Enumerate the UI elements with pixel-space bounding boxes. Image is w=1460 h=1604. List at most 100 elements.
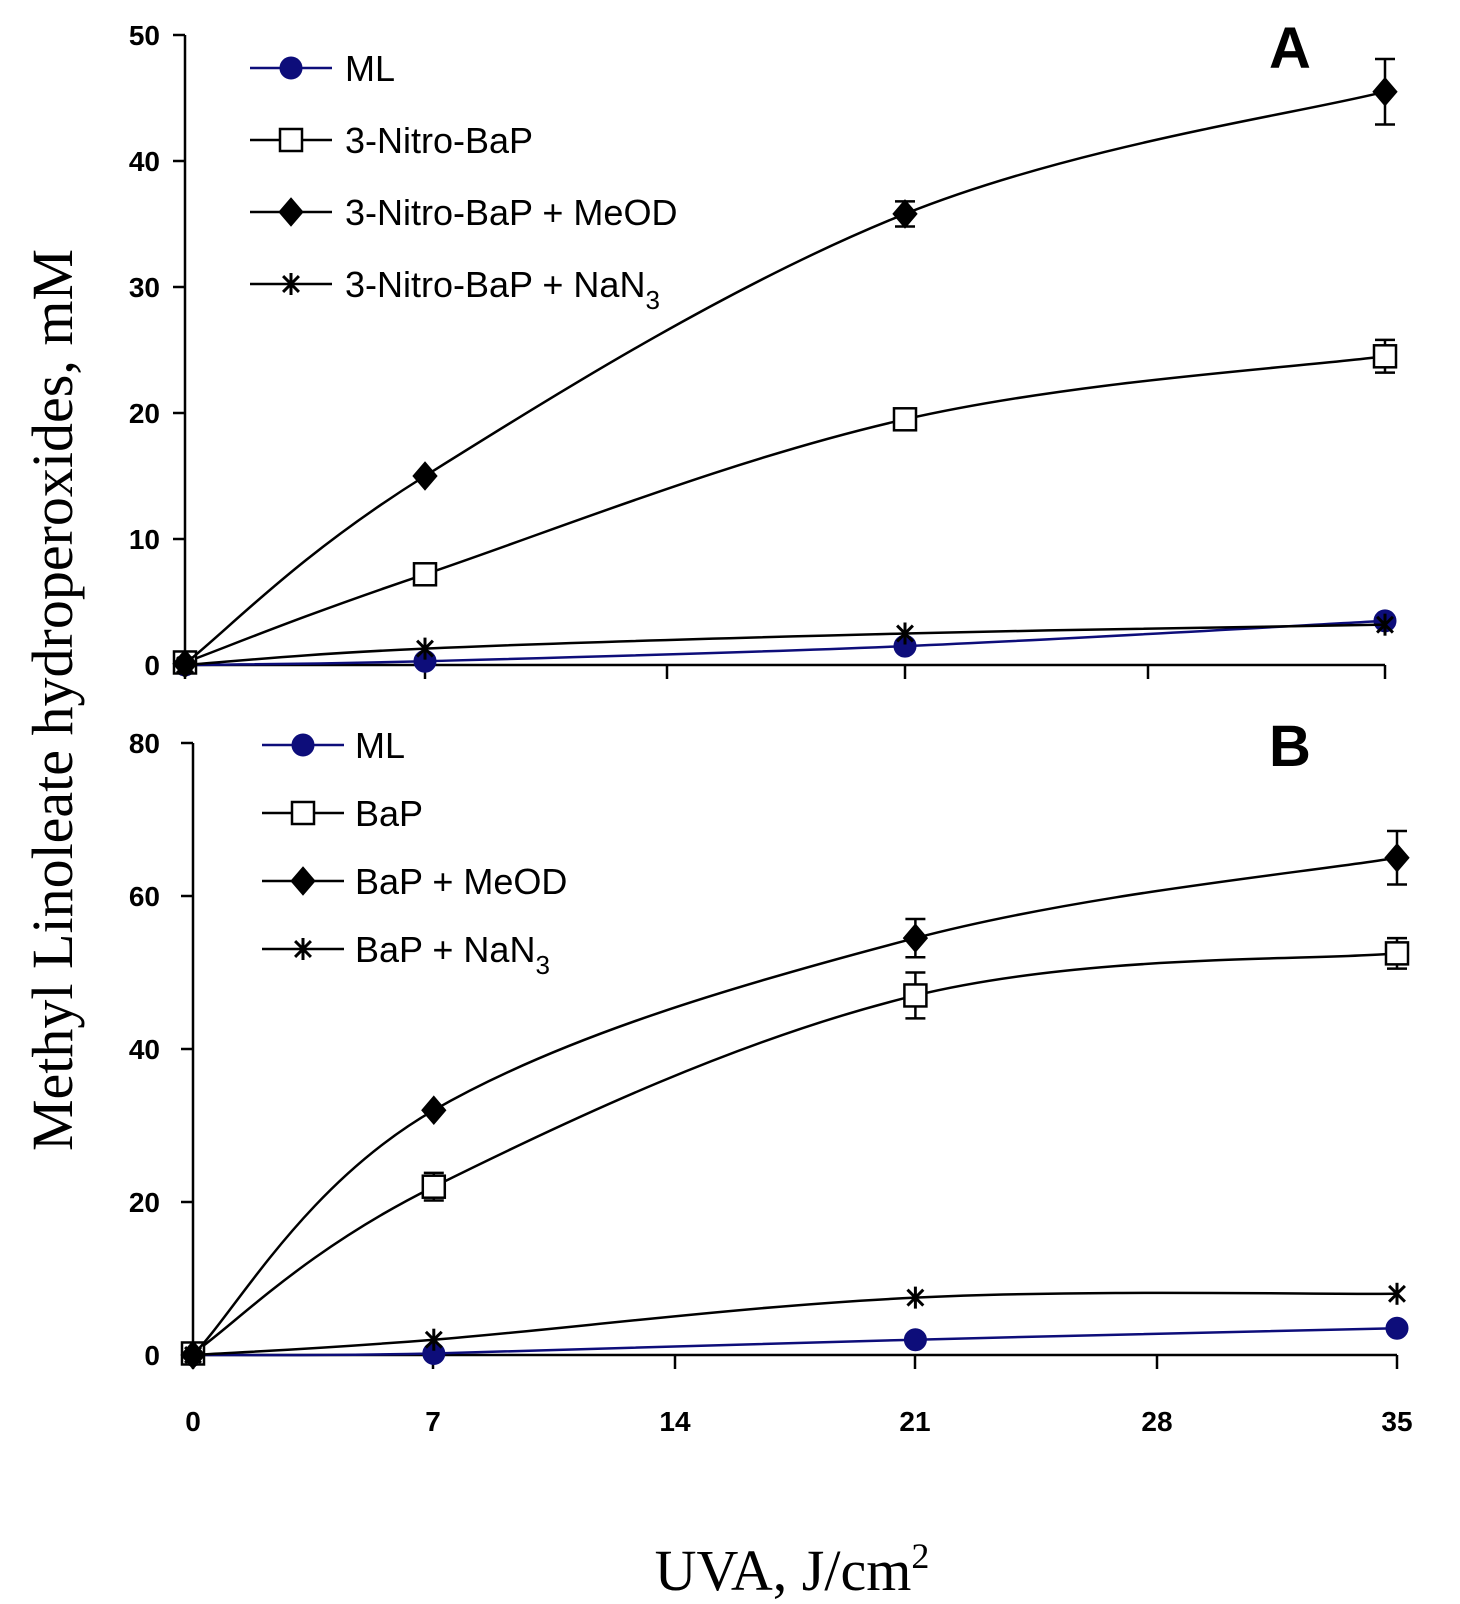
y-axis-title: Methyl Linoleate hydroperoxides, mM [20, 249, 85, 1151]
x-axis-title-superscript: 2 [911, 1536, 929, 1576]
legend-marker [278, 127, 304, 153]
data-point-stroke [1388, 1284, 1406, 1303]
legend-item: 3-Nitro-BaP + MeOD [250, 192, 677, 233]
data-point [1385, 1316, 1409, 1340]
data-point [421, 1174, 447, 1199]
y-tick-label: 80 [129, 728, 160, 759]
data-point-stroke [906, 1288, 925, 1307]
data-point [412, 562, 438, 587]
x-tick-label: 21 [899, 1406, 930, 1437]
panel-label: B [1269, 714, 1311, 779]
y-tick-label: 40 [129, 1034, 160, 1065]
series-line [192, 856, 1398, 1356]
data-point [892, 199, 918, 229]
legend-marker [291, 733, 315, 757]
y-tick-label: 60 [129, 881, 160, 912]
legend-label-subscript: 3 [535, 950, 549, 980]
data-point-stroke [424, 1330, 443, 1349]
legend-label: BaP + MeOD [355, 861, 567, 902]
data-point [184, 1344, 202, 1366]
series-line [192, 1326, 1398, 1357]
y-tick-label: 30 [129, 272, 160, 303]
data-point [1372, 344, 1398, 369]
legend-item: ML [262, 725, 405, 766]
data-point [903, 1328, 927, 1352]
y-tick-label: 20 [129, 398, 160, 429]
series-line [184, 90, 1386, 665]
legend-marker [294, 938, 312, 960]
legend-marker-stroke [282, 275, 300, 293]
series-line [184, 355, 1386, 664]
data-point [903, 983, 928, 1008]
legend-label: 3-Nitro-BaP + NaN3 [345, 264, 660, 315]
legend-label-text: 3-Nitro-BaP [345, 120, 533, 161]
data-point [421, 1095, 447, 1125]
data-point [902, 923, 929, 953]
legend-label: ML [345, 48, 395, 89]
legend-marker [290, 866, 316, 896]
legend-label-text: ML [355, 725, 405, 766]
series-line [184, 623, 1386, 667]
y-tick-label: 10 [129, 524, 160, 555]
series-3-nitro-bap-nan3 [176, 613, 1394, 676]
legend-label: BaP [355, 793, 423, 834]
legend-label-text: BaP + MeOD [355, 861, 567, 902]
series-bap [180, 936, 1410, 1366]
x-tick-label: 0 [185, 1406, 201, 1437]
legend-label-text: 3-Nitro-BaP + MeOD [345, 192, 677, 233]
legend-label: BaP + NaN3 [355, 929, 550, 980]
legend-marker [282, 273, 300, 295]
series-bap-meod [180, 829, 1410, 1370]
data-point-stroke [896, 624, 914, 643]
series-line [192, 952, 1398, 1355]
legend-item: ML [250, 48, 395, 89]
legend-item: BaP [262, 793, 423, 834]
data-point [1384, 941, 1410, 966]
y-tick-label: 50 [129, 20, 160, 51]
panel-a: 0 10 20 30 40 50 A ML 3-Nitro-BaP 3-Nitro-BaP + M… [129, 16, 1398, 681]
y-tick-label: 0 [144, 1340, 160, 1371]
data-point [1388, 1282, 1406, 1305]
legend-item: BaP + NaN3 [262, 929, 550, 980]
data-point-stroke [1376, 615, 1394, 634]
legend-label-text: BaP + NaN [355, 929, 535, 970]
y-tick-label: 40 [129, 146, 160, 177]
legend-marker [278, 197, 304, 227]
data-point [176, 654, 194, 676]
legend-label: ML [355, 725, 405, 766]
legend-label: 3-Nitro-BaP + MeOD [345, 192, 677, 233]
data-point [1376, 613, 1394, 636]
series-line [192, 1291, 1398, 1357]
x-axis-title: UVA, J/cm2 [655, 1536, 930, 1603]
data-point [892, 407, 918, 432]
data-point [412, 461, 438, 491]
data-point-stroke [416, 639, 434, 658]
legend-label-subscript: 3 [645, 285, 659, 315]
series-ml [181, 1316, 1409, 1367]
y-tick-label: 0 [144, 650, 160, 681]
data-point [424, 1328, 443, 1351]
data-point [416, 637, 434, 660]
legend-marker [279, 56, 303, 80]
legend-item: BaP + MeOD [262, 861, 567, 902]
data-point-stroke [184, 1346, 202, 1364]
legend-marker-stroke [294, 940, 312, 958]
data-point [896, 622, 914, 645]
legend-label-text: BaP [355, 793, 423, 834]
legend-label-text: ML [345, 48, 395, 89]
y-tick-label: 20 [129, 1187, 160, 1218]
series-bap-nan3 [184, 1282, 1406, 1366]
x-tick-label: 28 [1141, 1406, 1172, 1437]
x-tick-label: 35 [1381, 1406, 1412, 1437]
legend-item: 3-Nitro-BaP + NaN3 [250, 264, 660, 315]
legend-marker [290, 800, 316, 826]
panel-b: 0 20 40 60 80 0 7 14 21 28 35 B ML BaP BaP + MeOD BaP +… [129, 714, 1413, 1437]
data-point-stroke [176, 656, 194, 674]
x-tick-label: 14 [659, 1406, 691, 1437]
panel-label: A [1269, 16, 1311, 81]
series-line [184, 619, 1386, 667]
data-point [906, 1286, 925, 1309]
legend-item: 3-Nitro-BaP [250, 120, 533, 161]
